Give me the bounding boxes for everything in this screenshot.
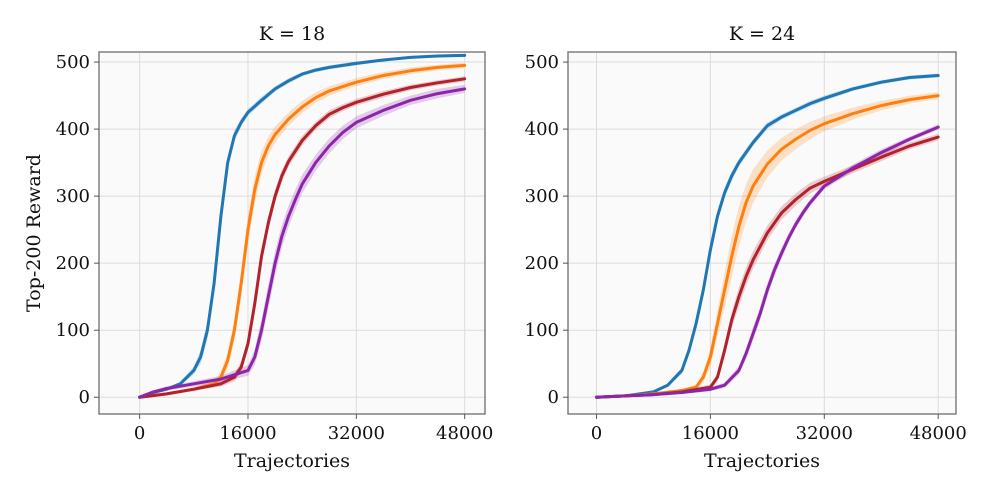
chart-title: K = 24 (729, 23, 795, 45)
y-tick-label: 200 (56, 253, 90, 274)
plot-area (568, 52, 956, 414)
x-tick-label: 48000 (910, 423, 967, 444)
y-axis-label: Top-200 Reward (23, 154, 45, 312)
x-tick-label: 0 (134, 423, 145, 444)
series-line-purple (138, 87, 467, 399)
x-axis-label: Trajectories (234, 450, 350, 472)
x-tick-label: 16000 (219, 423, 276, 444)
chart-panel-right: 0 16000 32000 48000 0 100 200 300 400 500 K = 24 Tr… (525, 23, 967, 472)
y-tick-label: 300 (525, 186, 559, 207)
x-tick-label: 32000 (328, 423, 385, 444)
confidence-band-orange (596, 92, 939, 398)
series-line-orange (595, 94, 940, 399)
y-tick-label: 100 (56, 320, 90, 341)
y-tick-label: 0 (548, 387, 559, 408)
chart-title: K = 18 (259, 23, 325, 45)
y-tick-label: 500 (56, 52, 90, 73)
plot-frame (98, 51, 486, 415)
y-tick-label: 200 (525, 253, 559, 274)
series-line-purple (595, 125, 940, 399)
series-line-blue (138, 53, 467, 399)
y-tick-label: 400 (56, 119, 90, 140)
x-tick-label: 48000 (436, 423, 493, 444)
y-tick-label: 400 (525, 119, 559, 140)
plot-area (99, 52, 485, 414)
y-tick-label: 100 (525, 320, 559, 341)
x-tick-label: 16000 (682, 423, 739, 444)
x-axis-label: Trajectories (704, 450, 820, 472)
y-tick-label: 300 (56, 186, 90, 207)
x-tick-label: 0 (591, 423, 602, 444)
series-line-red (138, 77, 467, 399)
series-line-blue (595, 74, 940, 399)
y-tick-label: 500 (525, 52, 559, 73)
chart-panel-left: 0 16000 32000 48000 0 100 200 300 400 500 K = 18 Tr… (23, 23, 493, 472)
y-tick-label: 0 (79, 387, 90, 408)
x-tick-label: 32000 (796, 423, 853, 444)
plot-frame (567, 51, 957, 415)
